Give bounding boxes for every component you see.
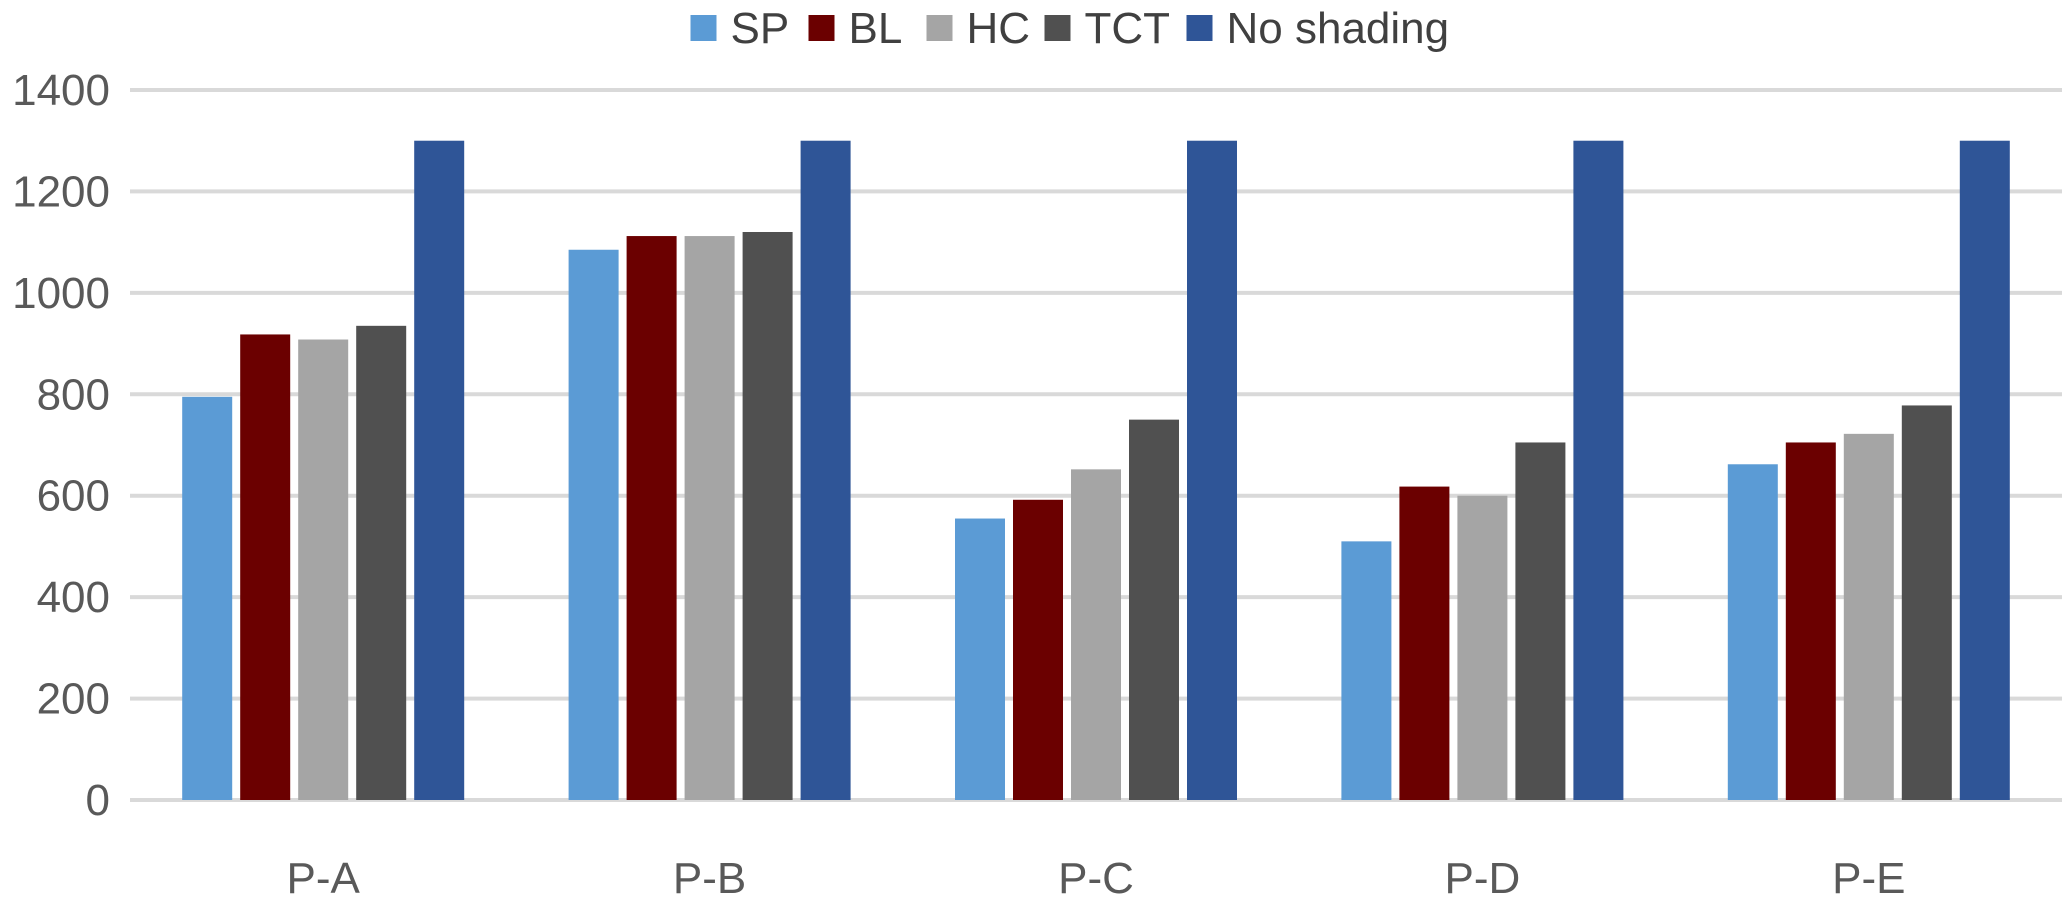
legend-label: SP bbox=[731, 4, 790, 53]
bar-p-c-sp bbox=[955, 518, 1005, 800]
bar-p-a-hc bbox=[298, 339, 349, 800]
y-tick-label: 800 bbox=[37, 370, 110, 419]
bar-p-d-no-shading bbox=[1573, 140, 1624, 800]
bar-p-b-hc bbox=[684, 236, 735, 801]
chart-legend: SP BL HC TCT No shading bbox=[690, 4, 1450, 53]
y-tick-label: 400 bbox=[37, 573, 110, 622]
legend-swatch bbox=[690, 15, 717, 41]
bar-p-a-tct bbox=[356, 325, 407, 800]
x-tick-label: P-D bbox=[1445, 854, 1521, 903]
bar-p-b-tct bbox=[742, 232, 793, 800]
y-tick-label: 600 bbox=[37, 472, 110, 521]
bar-p-a-bl bbox=[240, 334, 291, 800]
bar-p-d-sp bbox=[1341, 541, 1392, 800]
y-axis-ticks: 0 200 400 600 800 1000 1200 1400 bbox=[12, 66, 110, 825]
y-tick-label: 200 bbox=[37, 675, 110, 724]
bar-p-c-hc bbox=[1071, 469, 1121, 800]
bar-p-d-tct bbox=[1515, 442, 1566, 800]
legend-label: No shading bbox=[1227, 4, 1450, 53]
chart-bars bbox=[182, 140, 2010, 801]
bar-p-b-bl bbox=[626, 236, 677, 801]
bar-p-d-bl bbox=[1399, 486, 1450, 800]
bar-p-c-tct bbox=[1129, 419, 1179, 800]
bar-p-e-bl bbox=[1785, 442, 1836, 800]
x-tick-label: P-A bbox=[287, 854, 361, 903]
bar-p-c-bl bbox=[1013, 499, 1063, 800]
bar-p-b-no-shading bbox=[800, 140, 851, 800]
legend-swatch bbox=[926, 15, 953, 41]
bar-p-a-no-shading bbox=[414, 140, 465, 800]
bar-p-c-no-shading bbox=[1187, 140, 1237, 800]
legend-label: TCT bbox=[1085, 4, 1171, 53]
x-tick-label: P-E bbox=[1832, 854, 1905, 903]
bar-p-e-tct bbox=[1901, 405, 1952, 800]
legend-label: BL bbox=[849, 4, 903, 53]
bar-p-d-hc bbox=[1457, 495, 1508, 800]
legend-swatch bbox=[808, 15, 835, 41]
y-tick-label: 1200 bbox=[12, 167, 110, 216]
bar-p-a-sp bbox=[182, 396, 233, 800]
bar-p-e-sp bbox=[1727, 464, 1778, 800]
x-tick-label: P-C bbox=[1058, 854, 1134, 903]
legend-swatch bbox=[1044, 15, 1071, 41]
y-tick-label: 1400 bbox=[12, 66, 110, 115]
bar-p-e-hc bbox=[1843, 433, 1894, 800]
legend-swatch bbox=[1186, 15, 1213, 41]
y-tick-label: 0 bbox=[86, 776, 110, 825]
x-axis-ticks: P-A P-B P-C P-D P-E bbox=[287, 854, 1906, 903]
bar-p-e-no-shading bbox=[1959, 140, 2010, 800]
y-tick-label: 1000 bbox=[12, 269, 110, 318]
bar-p-b-sp bbox=[568, 249, 619, 800]
legend-label: HC bbox=[967, 4, 1031, 53]
x-tick-label: P-B bbox=[673, 854, 746, 903]
